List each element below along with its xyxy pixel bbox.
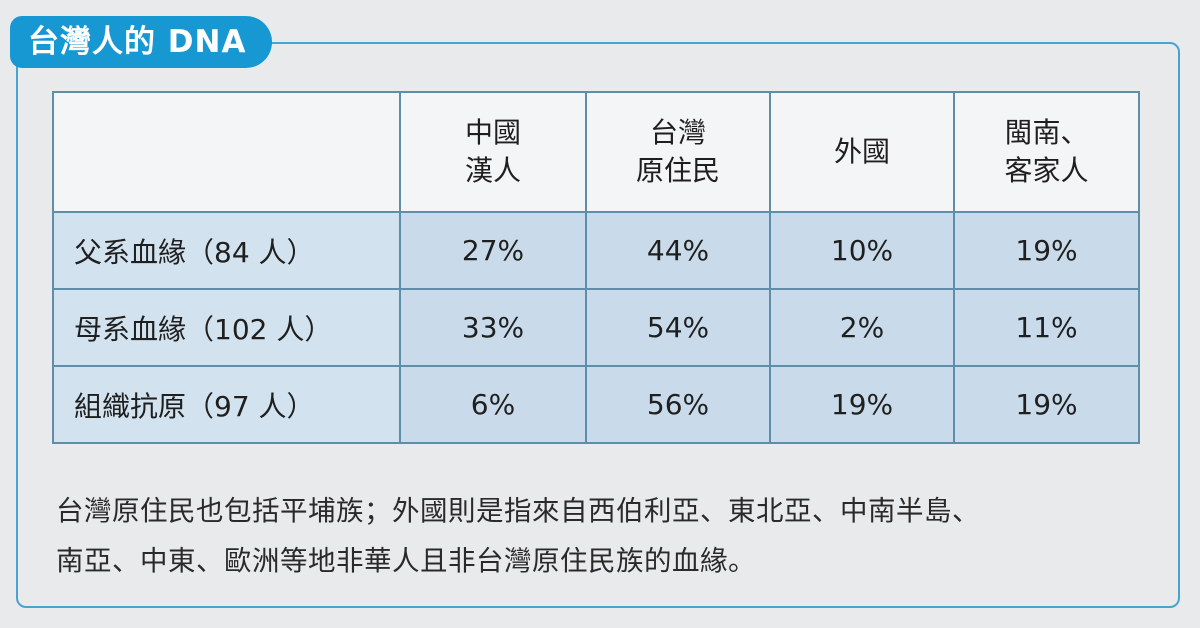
table-cell: 19% (953, 211, 1140, 290)
table-cell: 6% (399, 365, 587, 444)
table-cell: 2% (769, 288, 955, 367)
header-foreign: 外國 (769, 91, 955, 213)
footnote: 台灣原住民也包括平埔族；外國則是指來自西伯利亞、東北亞、中南半島、 南亞、中東、… (56, 486, 1146, 586)
header-taiwan-indigenous-line1: 台灣 (649, 116, 706, 149)
header-minnan-hakka: 閩南、 客家人 (953, 91, 1140, 213)
table-cell: 54% (585, 288, 771, 367)
table-row: 父系血緣（84 人） 27% 44% 10% 19% (52, 211, 1140, 290)
header-han-chinese-line2: 漢人 (464, 154, 521, 187)
table-cell: 56% (585, 365, 771, 444)
table-cell: 11% (953, 288, 1140, 367)
table-cell: 44% (585, 211, 771, 290)
footnote-line-1: 台灣原住民也包括平埔族；外國則是指來自西伯利亞、東北亞、中南半島、 (56, 495, 980, 527)
section-title: 台灣人的 DNA (10, 16, 273, 68)
row-label-paternal: 父系血緣（84 人） (52, 211, 401, 290)
row-label-tissue-antigen: 組織抗原（97 人） (52, 365, 401, 444)
header-foreign-line1: 外國 (833, 135, 890, 168)
row-label-maternal: 母系血緣（102 人） (52, 288, 401, 367)
footnote-line-2: 南亞、中東、歐洲等地非華人且非台灣原住民族的血緣。 (56, 545, 756, 577)
header-taiwan-indigenous-line2: 原住民 (635, 154, 720, 187)
header-minnan-hakka-line1: 閩南、 (1004, 116, 1089, 149)
content-frame (16, 42, 1180, 608)
table-cell: 27% (399, 211, 587, 290)
table-cell: 10% (769, 211, 955, 290)
table-header-row: 中國 漢人 台灣 原住民 外國 閩南、 客家人 (52, 91, 1140, 213)
table-cell: 19% (953, 365, 1140, 444)
table-cell: 33% (399, 288, 587, 367)
header-empty-cell (52, 91, 401, 213)
table-row: 組織抗原（97 人） 6% 56% 19% 19% (52, 365, 1140, 444)
header-minnan-hakka-line2: 客家人 (1004, 154, 1089, 187)
header-han-chinese-line1: 中國 (464, 116, 521, 149)
table-row: 母系血緣（102 人） 33% 54% 2% 11% (52, 288, 1140, 367)
header-han-chinese: 中國 漢人 (399, 91, 587, 213)
header-taiwan-indigenous: 台灣 原住民 (585, 91, 771, 213)
table-cell: 19% (769, 365, 955, 444)
dna-table: 中國 漢人 台灣 原住民 外國 閩南、 客家人 父系血緣（84 人） 27% 4… (52, 91, 1140, 444)
